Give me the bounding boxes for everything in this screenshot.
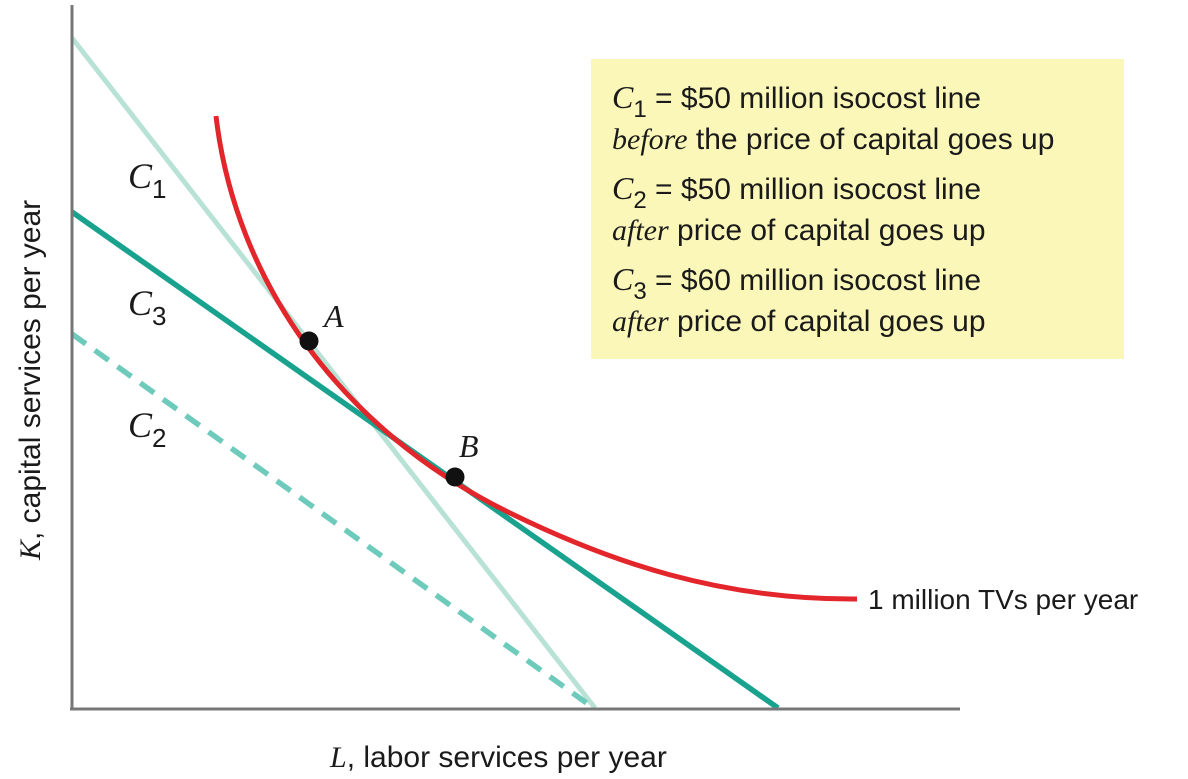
label-c1: C1	[128, 156, 166, 204]
legend-line-1: C1 = $50 million isocost line	[612, 79, 981, 123]
isoquant-curve	[213, 115, 858, 602]
legend-box: C1 = $50 million isocost line before the…	[591, 59, 1124, 359]
legend-line-5: C3 = $60 million isocost line	[612, 261, 981, 305]
y-axis-title: K, capital services per year	[14, 200, 47, 561]
point-b-label: B	[459, 428, 479, 464]
legend-line-2: before the price of capital goes up	[612, 123, 1054, 156]
point-a-label: A	[322, 298, 344, 334]
point-b	[445, 467, 465, 487]
legend-line-3: C2 = $50 million isocost line	[612, 170, 981, 214]
label-c2: C2	[128, 405, 166, 453]
x-axis-title: L, labor services per year	[329, 741, 667, 774]
isocost-line-c2	[70, 331, 590, 707]
legend-line-4: after price of capital goes up	[612, 214, 986, 247]
isocost-line-c1	[70, 36, 597, 710]
legend-line-6: after price of capital goes up	[612, 305, 986, 338]
isoquant-label: 1 million TVs per year	[868, 584, 1138, 615]
point-a	[299, 331, 319, 351]
label-c3: C3	[128, 283, 166, 331]
